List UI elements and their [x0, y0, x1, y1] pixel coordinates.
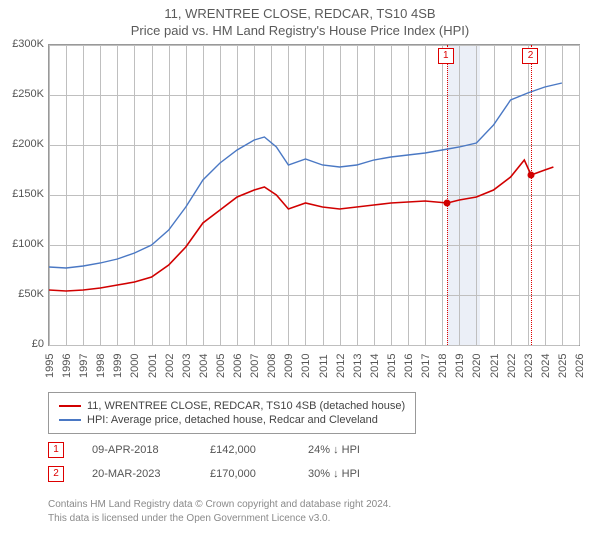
x-tick-label: 2005 — [215, 354, 227, 378]
sales-table: 1 09-APR-2018 £142,000 24% ↓ HPI 2 20-MAR-202… — [48, 438, 398, 486]
sales-row-price: £170,000 — [210, 468, 280, 480]
sales-row-price: £142,000 — [210, 444, 280, 456]
x-tick-label: 2015 — [386, 354, 398, 378]
sales-row-delta: 24% ↓ HPI — [308, 444, 398, 456]
x-tick-label: 2000 — [129, 354, 141, 378]
x-tick-label: 2012 — [335, 354, 347, 378]
x-tick-label: 2011 — [318, 354, 330, 378]
x-tick-label: 2001 — [147, 354, 159, 378]
series-price_paid — [49, 160, 553, 291]
y-tick-label: £150K — [2, 188, 44, 200]
series-hpi — [49, 83, 562, 268]
legend-box: 11, WRENTREE CLOSE, REDCAR, TS10 4SB (de… — [48, 392, 416, 434]
x-tick-label: 2026 — [574, 354, 586, 378]
x-tick-label: 1997 — [78, 354, 90, 378]
x-tick-label: 2014 — [369, 354, 381, 378]
x-tick-label: 1996 — [61, 354, 73, 378]
x-tick-label: 2025 — [557, 354, 569, 378]
legend-label: 11, WRENTREE CLOSE, REDCAR, TS10 4SB (de… — [87, 400, 405, 412]
sale-marker-flag: 1 — [438, 48, 454, 64]
x-tick-label: 2019 — [454, 354, 466, 378]
plot-area — [48, 44, 580, 346]
x-tick-label: 2021 — [489, 354, 501, 378]
series-svg — [49, 45, 579, 345]
x-tick-label: 2003 — [181, 354, 193, 378]
footnote-line1: Contains HM Land Registry data © Crown c… — [48, 498, 391, 512]
y-tick-label: £200K — [2, 138, 44, 150]
legend-swatch — [59, 419, 81, 421]
y-tick-label: £50K — [2, 288, 44, 300]
chart-container: 11, WRENTREE CLOSE, REDCAR, TS10 4SB Pri… — [0, 0, 600, 560]
license-footnote: Contains HM Land Registry data © Crown c… — [48, 498, 391, 525]
x-tick-label: 2004 — [198, 354, 210, 378]
x-tick-label: 2016 — [403, 354, 415, 378]
sales-row-date: 20-MAR-2023 — [92, 468, 182, 480]
y-tick-label: £0 — [2, 338, 44, 350]
legend-row: HPI: Average price, detached house, Redc… — [59, 413, 405, 427]
x-tick-label: 2008 — [266, 354, 278, 378]
y-tick-label: £300K — [2, 38, 44, 50]
x-tick-label: 2002 — [164, 354, 176, 378]
legend-row: 11, WRENTREE CLOSE, REDCAR, TS10 4SB (de… — [59, 399, 405, 413]
x-tick-label: 2022 — [506, 354, 518, 378]
x-tick-label: 2020 — [471, 354, 483, 378]
legend-label: HPI: Average price, detached house, Redc… — [87, 414, 378, 426]
x-tick-label: 1995 — [44, 354, 56, 378]
sales-row-delta: 30% ↓ HPI — [308, 468, 398, 480]
chart-title-subtitle: Price paid vs. HM Land Registry's House … — [0, 21, 600, 38]
grid-v — [579, 45, 580, 345]
x-tick-label: 2006 — [232, 354, 244, 378]
x-tick-label: 1999 — [112, 354, 124, 378]
sales-row-marker: 1 — [48, 442, 64, 458]
x-tick-label: 1998 — [95, 354, 107, 378]
x-tick-label: 2010 — [300, 354, 312, 378]
sale-marker-flag: 2 — [522, 48, 538, 64]
grid-h — [49, 345, 579, 346]
x-tick-label: 2018 — [437, 354, 449, 378]
y-tick-label: £250K — [2, 88, 44, 100]
sales-row: 2 20-MAR-2023 £170,000 30% ↓ HPI — [48, 462, 398, 486]
sales-row-marker: 2 — [48, 466, 64, 482]
x-tick-label: 2013 — [352, 354, 364, 378]
x-tick-label: 2017 — [420, 354, 432, 378]
footnote-line2: This data is licensed under the Open Gov… — [48, 512, 391, 526]
chart-title-address: 11, WRENTREE CLOSE, REDCAR, TS10 4SB — [0, 0, 600, 21]
legend-swatch — [59, 405, 81, 407]
sales-row: 1 09-APR-2018 £142,000 24% ↓ HPI — [48, 438, 398, 462]
sales-row-date: 09-APR-2018 — [92, 444, 182, 456]
x-tick-label: 2023 — [523, 354, 535, 378]
y-tick-label: £100K — [2, 238, 44, 250]
x-tick-label: 2024 — [540, 354, 552, 378]
x-tick-label: 2009 — [283, 354, 295, 378]
x-tick-label: 2007 — [249, 354, 261, 378]
